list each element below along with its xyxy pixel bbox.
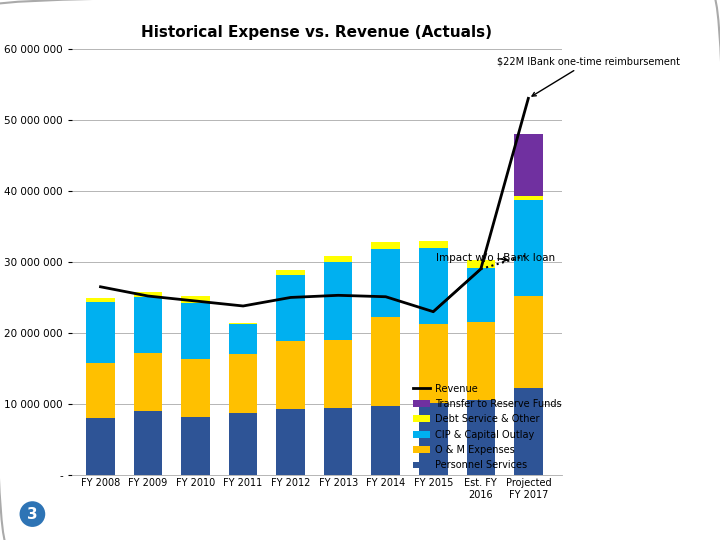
Bar	[134, 353, 162, 411]
Bar	[276, 341, 305, 409]
Bar	[372, 242, 400, 249]
Bar	[514, 388, 543, 475]
Bar	[372, 316, 400, 406]
Bar	[467, 322, 495, 400]
Bar	[324, 262, 353, 340]
Bar	[324, 340, 353, 408]
Bar	[467, 268, 495, 322]
Bar	[134, 293, 162, 298]
Text: Impact w/o I-Bank loan: Impact w/o I-Bank loan	[436, 253, 554, 264]
Bar	[229, 354, 257, 413]
Bar	[229, 413, 257, 475]
Revenue	[96, 284, 105, 290]
Title: Historical Expense vs. Revenue (Actuals): Historical Expense vs. Revenue (Actuals)	[141, 25, 492, 40]
Text: 3: 3	[27, 507, 37, 522]
Bar	[467, 400, 495, 475]
Revenue	[334, 292, 343, 299]
Bar	[276, 275, 305, 341]
Bar	[324, 408, 353, 475]
Revenue	[477, 266, 485, 272]
Bar	[276, 409, 305, 475]
Bar	[229, 324, 257, 354]
Bar	[181, 417, 210, 475]
Line: Revenue: Revenue	[101, 98, 528, 312]
Bar	[181, 303, 210, 359]
Bar	[181, 296, 210, 303]
Bar	[134, 298, 162, 353]
Revenue	[524, 95, 533, 102]
Legend: Revenue, Transfer to Reserve Funds, Debt Service & Other, CIP & Capital Outlay, : Revenue, Transfer to Reserve Funds, Debt…	[413, 383, 562, 470]
Bar	[419, 240, 448, 248]
Bar	[229, 323, 257, 324]
Bar	[419, 248, 448, 325]
Bar	[86, 363, 114, 418]
Bar	[181, 359, 210, 417]
Revenue	[429, 308, 438, 315]
Bar	[419, 403, 448, 475]
Bar	[86, 298, 114, 302]
Bar	[514, 197, 543, 200]
Revenue	[382, 294, 390, 300]
Text: $22M IBank one-time reimbursement: $22M IBank one-time reimbursement	[498, 56, 680, 96]
Bar	[86, 302, 114, 363]
Bar	[514, 200, 543, 296]
Bar	[324, 256, 353, 262]
Bar	[514, 296, 543, 388]
Bar	[419, 325, 448, 403]
Bar	[86, 418, 114, 475]
Revenue	[144, 293, 153, 299]
Bar	[372, 249, 400, 316]
Bar	[467, 260, 495, 268]
Bar	[514, 134, 543, 197]
Revenue	[287, 294, 295, 301]
Bar	[276, 271, 305, 275]
Revenue	[239, 303, 248, 309]
Bar	[372, 406, 400, 475]
Revenue	[192, 298, 200, 304]
Bar	[134, 411, 162, 475]
